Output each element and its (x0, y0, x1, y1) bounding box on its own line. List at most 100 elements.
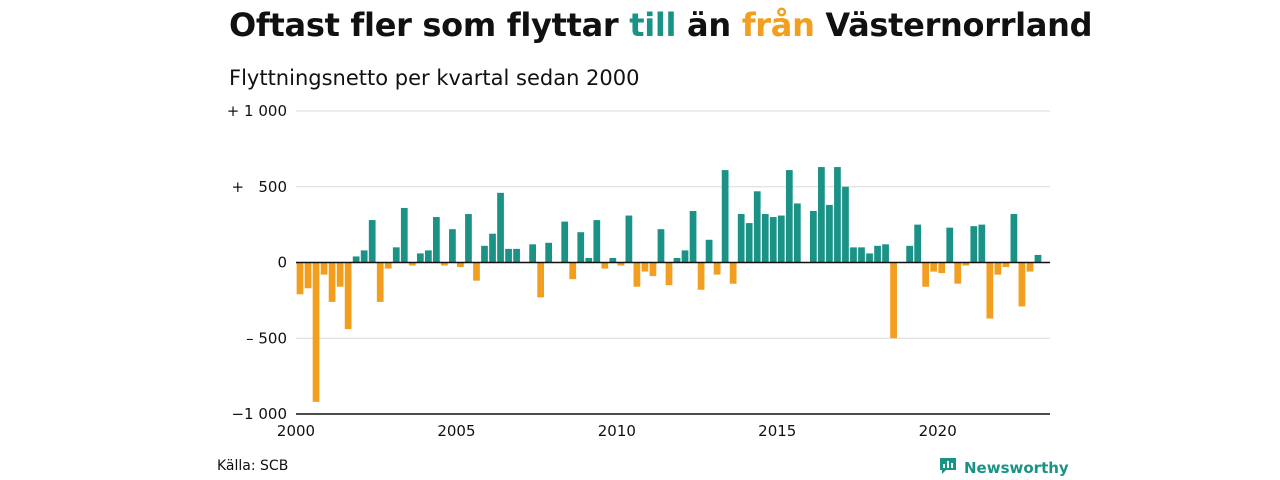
bar (826, 204, 833, 263)
x-tick-label: 2000 (277, 422, 315, 440)
bar (593, 220, 601, 263)
title-part-fran: från (741, 6, 815, 44)
bar (689, 210, 697, 263)
bar (1034, 254, 1042, 263)
bar (938, 262, 946, 274)
bar (641, 262, 649, 272)
y-tick-label: + 1 000 (227, 102, 287, 120)
chart-subtitle: Flyttningsnetto per kvartal sedan 2000 (229, 66, 640, 90)
x-tick-label: 2010 (598, 422, 636, 440)
bar (416, 253, 424, 263)
y-tick-label: – 500 (246, 329, 287, 347)
bar (793, 203, 801, 263)
bar (609, 257, 617, 263)
y-tick-label: + 500 (231, 178, 287, 196)
bar (705, 239, 713, 263)
bar (810, 210, 817, 263)
bar (577, 232, 585, 263)
bar (497, 192, 504, 263)
bar (1010, 214, 1018, 263)
bar (424, 250, 432, 263)
y-tick-labels: + 1 000 + 500 0 – 500 −1 000 (227, 102, 287, 423)
chart-title: Oftast fler som flyttar till än från Väs… (229, 6, 1129, 44)
bar (601, 262, 609, 269)
x-tick-label: 2005 (437, 422, 475, 440)
newsworthy-logo-icon (938, 456, 958, 480)
bar (513, 248, 520, 263)
bar (449, 229, 456, 263)
bar (697, 262, 705, 290)
brand-name: Newsworthy (964, 459, 1069, 477)
bar (400, 207, 408, 263)
bar (457, 262, 464, 268)
bar (1002, 262, 1010, 268)
x-tick-labels: 2000 2005 2010 2015 2020 (277, 422, 957, 440)
bar (713, 262, 721, 275)
title-part-till: till (629, 6, 677, 44)
bar (360, 250, 368, 263)
bar (721, 170, 729, 263)
bar (376, 262, 384, 302)
bar (673, 257, 681, 263)
x-tick-label: 2015 (758, 422, 796, 440)
bar (761, 214, 769, 263)
bar (649, 262, 657, 277)
bar (753, 191, 761, 263)
bar (529, 244, 536, 263)
bar (1026, 262, 1034, 272)
title-part-3: än (676, 6, 742, 44)
bar (930, 262, 938, 272)
bar (657, 229, 665, 263)
bar (473, 262, 480, 281)
bar (320, 262, 328, 275)
bar (986, 262, 994, 319)
bar (858, 247, 865, 263)
bar (834, 167, 841, 263)
bar (312, 262, 320, 402)
bar (785, 170, 793, 263)
bar (304, 262, 312, 289)
bar (842, 186, 849, 263)
bar (729, 262, 737, 284)
bar (569, 262, 577, 280)
bar (625, 215, 633, 263)
bar (665, 262, 673, 286)
bar (1018, 262, 1026, 307)
bar (392, 247, 400, 263)
bar (465, 214, 472, 263)
bar (777, 215, 785, 263)
bar (617, 262, 625, 266)
bar (481, 245, 488, 263)
bar (850, 247, 857, 263)
bar (994, 262, 1002, 275)
bar (328, 262, 336, 302)
bar (906, 245, 913, 263)
bar (561, 221, 569, 263)
title-part-1: Oftast fler som flyttar (229, 6, 630, 44)
bars (296, 167, 1042, 402)
bar (737, 214, 745, 263)
bar (441, 262, 448, 266)
bar (545, 242, 553, 263)
bar (962, 262, 970, 266)
bar (866, 253, 873, 263)
bar (384, 262, 392, 269)
bar (890, 262, 897, 339)
source-note: Källa: SCB (217, 458, 289, 474)
axes (296, 261, 1050, 415)
bar (336, 262, 344, 287)
brand-logo[interactable]: Newsworthy (938, 456, 1069, 480)
bar (745, 223, 753, 263)
bar (970, 226, 978, 263)
bar (633, 262, 641, 287)
bar (874, 245, 881, 263)
bar (818, 167, 825, 263)
bar (978, 224, 986, 263)
bar (489, 233, 496, 263)
bar (946, 227, 954, 263)
bar (537, 262, 545, 298)
bar (408, 262, 416, 266)
bar (352, 256, 360, 263)
bar (296, 262, 304, 295)
